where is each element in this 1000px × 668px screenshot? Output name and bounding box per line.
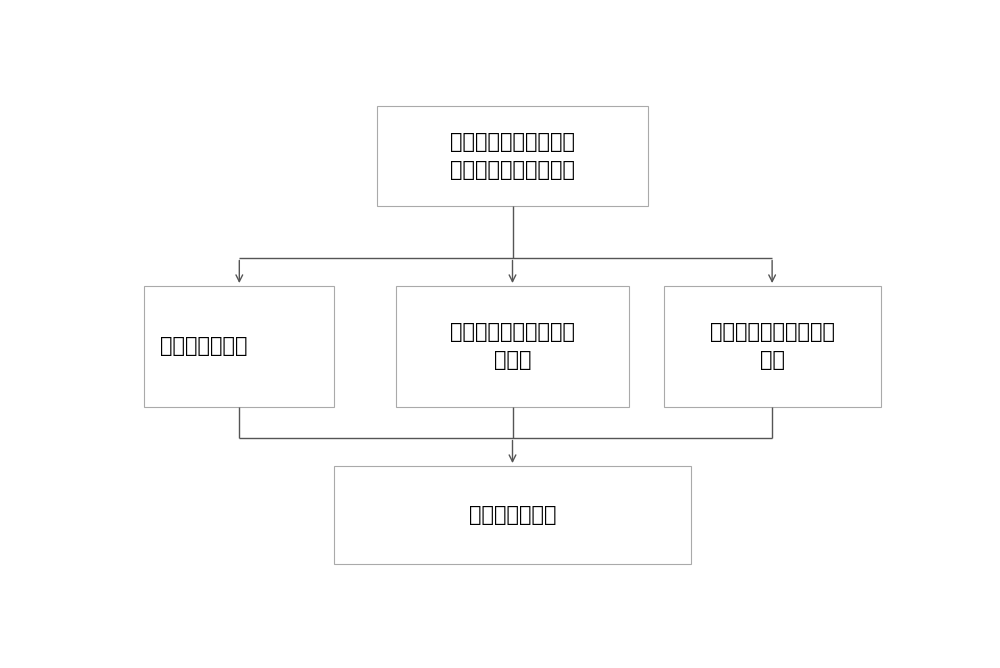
Text: 被校极小漏率值: 被校极小漏率值 (469, 505, 556, 525)
Bar (664, 286, 881, 407)
Bar (334, 466, 691, 564)
Bar (377, 106, 648, 206)
Text: 非蒸散型吸气剂泵维持
静态超高真空环境稳定: 非蒸散型吸气剂泵维持 静态超高真空环境稳定 (450, 132, 575, 180)
Bar (396, 286, 629, 407)
Bar (144, 286, 334, 407)
Text: 被校极小漏率离子流上
升率: 被校极小漏率离子流上 升率 (710, 323, 835, 370)
Text: 标准气体微流量离子流
上升率: 标准气体微流量离子流 上升率 (450, 323, 575, 370)
Text: 标准气体微流量: 标准气体微流量 (160, 337, 247, 356)
